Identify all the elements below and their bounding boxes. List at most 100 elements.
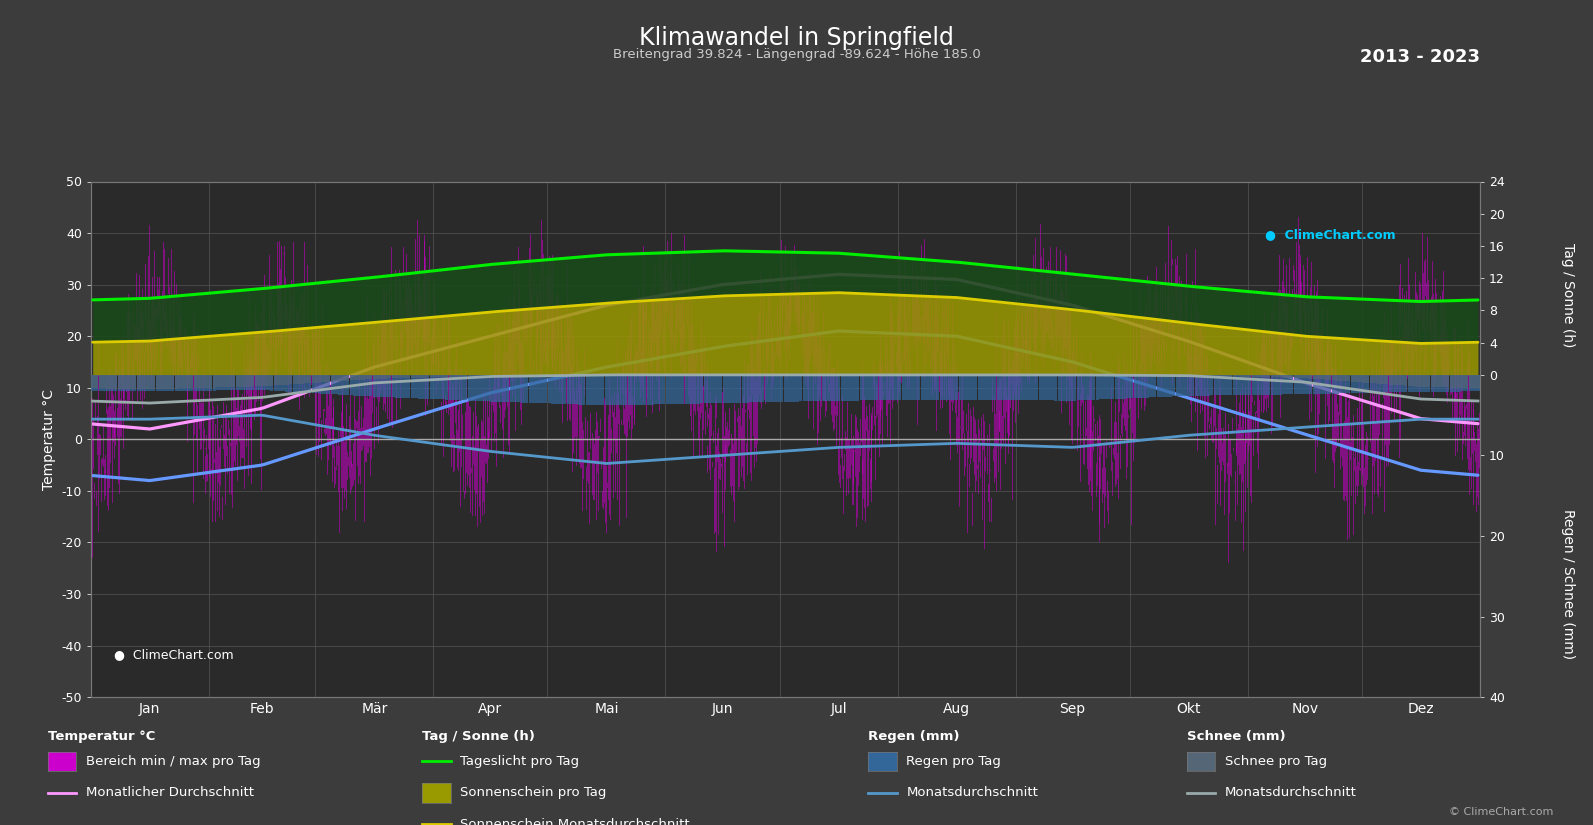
Bar: [570, 375, 573, 404]
Bar: [346, 375, 349, 395]
Bar: [1461, 375, 1464, 392]
Bar: [213, 375, 217, 390]
Bar: [1126, 375, 1129, 398]
Bar: [178, 375, 182, 389]
Bar: [1099, 375, 1102, 399]
Bar: [107, 375, 110, 389]
Bar: [433, 375, 436, 399]
Bar: [1321, 375, 1324, 394]
Bar: [1255, 375, 1258, 395]
Bar: [1354, 375, 1357, 394]
Bar: [422, 375, 425, 398]
Bar: [624, 375, 628, 405]
Bar: [1278, 375, 1282, 378]
Bar: [464, 375, 467, 376]
Bar: [879, 375, 883, 400]
Bar: [1313, 375, 1316, 379]
Text: Temperatur °C: Temperatur °C: [48, 730, 155, 743]
Bar: [1370, 375, 1373, 393]
Bar: [1400, 375, 1403, 392]
Text: Sonnenschein Monatsdurchschnitt: Sonnenschein Monatsdurchschnitt: [460, 818, 690, 825]
Bar: [186, 375, 190, 389]
Bar: [830, 375, 833, 401]
Bar: [449, 375, 452, 377]
Bar: [194, 375, 198, 388]
Bar: [567, 375, 570, 404]
Bar: [198, 375, 201, 390]
Bar: [1228, 375, 1233, 395]
Bar: [342, 375, 346, 381]
Bar: [1244, 375, 1247, 395]
Bar: [1343, 375, 1346, 381]
Bar: [1258, 375, 1263, 377]
Bar: [875, 375, 878, 400]
Bar: [1419, 375, 1423, 387]
Bar: [726, 375, 730, 403]
Bar: [502, 375, 505, 402]
Bar: [1419, 375, 1423, 392]
Bar: [331, 375, 335, 394]
Bar: [198, 375, 201, 388]
Bar: [1461, 375, 1464, 388]
Bar: [921, 375, 924, 400]
Bar: [1469, 375, 1472, 391]
Bar: [110, 375, 113, 389]
Bar: [217, 375, 220, 390]
Bar: [395, 375, 398, 378]
Bar: [323, 375, 327, 382]
Bar: [1129, 375, 1134, 398]
Bar: [94, 375, 99, 391]
Bar: [167, 375, 170, 389]
Bar: [456, 375, 460, 376]
Bar: [1442, 375, 1445, 392]
Bar: [1209, 375, 1214, 395]
Bar: [847, 375, 852, 401]
Bar: [1198, 375, 1203, 396]
Text: Klimawandel in Springfield: Klimawandel in Springfield: [639, 26, 954, 50]
Bar: [1423, 375, 1426, 392]
Bar: [1187, 375, 1190, 396]
Bar: [156, 375, 159, 391]
Bar: [803, 375, 806, 401]
Bar: [258, 375, 261, 390]
Bar: [1286, 375, 1289, 378]
Bar: [307, 375, 312, 393]
Bar: [99, 375, 102, 389]
Bar: [1351, 375, 1354, 382]
Bar: [293, 375, 296, 384]
Bar: [1453, 375, 1458, 388]
Bar: [354, 375, 357, 395]
Bar: [814, 375, 817, 401]
Bar: [335, 375, 338, 394]
Bar: [1332, 375, 1335, 394]
Bar: [145, 375, 148, 391]
Bar: [201, 375, 205, 390]
Bar: [1384, 375, 1389, 393]
Bar: [989, 375, 992, 400]
Bar: [1378, 375, 1381, 393]
Text: Tageslicht pro Tag: Tageslicht pro Tag: [460, 755, 580, 768]
Bar: [107, 375, 110, 391]
Bar: [650, 375, 655, 404]
Bar: [1164, 375, 1168, 397]
Bar: [293, 375, 296, 392]
Bar: [338, 375, 342, 381]
Bar: [1423, 375, 1426, 387]
Bar: [1346, 375, 1351, 394]
Bar: [148, 375, 151, 389]
Bar: [1080, 375, 1083, 400]
Text: ●  ClimeChart.com: ● ClimeChart.com: [1265, 228, 1395, 241]
Bar: [1365, 375, 1370, 393]
Bar: [1274, 375, 1278, 394]
Bar: [1453, 375, 1458, 392]
Bar: [231, 375, 236, 390]
Bar: [319, 375, 323, 394]
Bar: [581, 375, 586, 405]
Bar: [1110, 375, 1115, 399]
Bar: [1397, 375, 1400, 392]
Bar: [1145, 375, 1149, 398]
Bar: [1157, 375, 1160, 397]
Bar: [1472, 375, 1477, 388]
Bar: [228, 375, 231, 387]
Bar: [113, 375, 118, 391]
